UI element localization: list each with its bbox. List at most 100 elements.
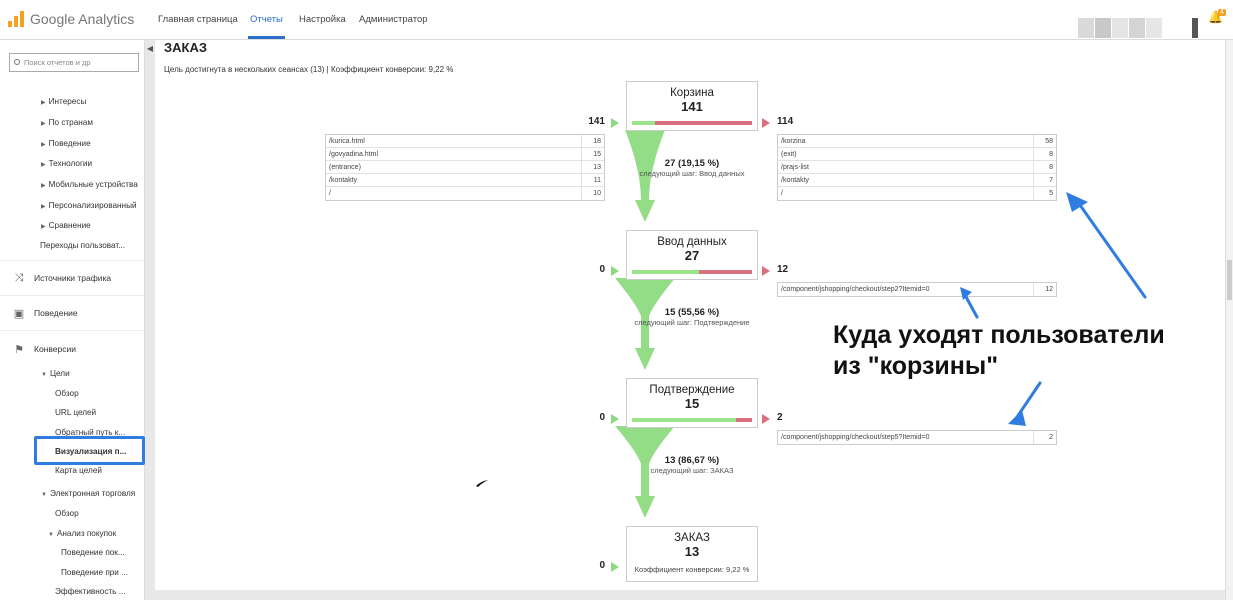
conversion-rate: Коэффициент конверсии: 9,22 % bbox=[634, 565, 750, 574]
table-row[interactable]: /prajs-list 8 bbox=[778, 161, 1056, 174]
table-row[interactable]: (exit) 8 bbox=[778, 148, 1056, 161]
sidebar: Поиск отчетов и др ▶ Интересы ▶ По странам… bbox=[0, 40, 145, 600]
funnel-step-order[interactable]: ЗАКАЗ 13 Коэффициент конверсии: 9,22 % bbox=[626, 526, 758, 582]
continue-bar bbox=[632, 270, 699, 274]
annotation-line-1: Куда уходят пользователи bbox=[833, 321, 1165, 349]
search-placeholder: Поиск отчетов и др bbox=[24, 58, 91, 67]
entrance-pages-table: /kurica.html 18 /govyadina.html 15 (entran… bbox=[325, 134, 605, 201]
divider bbox=[0, 295, 144, 296]
step-count: 15 bbox=[684, 396, 700, 411]
arrowhead-icon bbox=[1066, 192, 1088, 212]
vertical-scrollbar[interactable] bbox=[1225, 40, 1233, 600]
entrances-count: 0 bbox=[599, 412, 605, 423]
exit-pages-table: /component/jshopping/checkout/step5?Item… bbox=[777, 430, 1057, 445]
account-selector[interactable] bbox=[1078, 18, 1178, 38]
cursor-mark-icon bbox=[476, 480, 488, 487]
table-row[interactable]: /component/jshopping/checkout/step2?Item… bbox=[778, 283, 1056, 296]
arrow-to-step2-exits bbox=[963, 293, 979, 319]
step-progress-bar bbox=[632, 270, 752, 274]
entrance-arrow-icon bbox=[611, 118, 619, 128]
table-row[interactable]: /kontakty 11 bbox=[326, 174, 604, 187]
traffic-sources-icon: ⤨ bbox=[14, 271, 24, 284]
sidebar-section-behavior[interactable]: ▣ Поведение bbox=[13, 307, 78, 320]
continue-bar bbox=[632, 121, 655, 125]
nav-settings[interactable]: Настройка bbox=[299, 14, 346, 25]
nav-reports[interactable]: Отчеты bbox=[248, 14, 285, 39]
bell-icon[interactable]: 🔔 4 bbox=[1208, 9, 1226, 24]
exits-count: 2 bbox=[777, 412, 783, 423]
nav-admin[interactable]: Администратор bbox=[359, 14, 428, 25]
continue-bar bbox=[632, 418, 736, 422]
table-row[interactable]: /kurica.html 18 bbox=[326, 135, 604, 148]
sidebar-item-behavior[interactable]: ▶ Поведение bbox=[41, 139, 91, 148]
step-name: ЗАКАЗ bbox=[674, 532, 710, 544]
sidebar-item-ecommerce[interactable]: ▼ Электронная торговля bbox=[41, 489, 136, 498]
chevron-right-icon: ▶ bbox=[41, 183, 46, 189]
table-row[interactable]: /korzina 58 bbox=[778, 135, 1056, 148]
table-row[interactable]: /5 bbox=[778, 187, 1056, 200]
sidebar-item-checkout-behavior[interactable]: Поведение при ... bbox=[61, 568, 128, 577]
logo-text: Google Analytics bbox=[30, 11, 135, 27]
sidebar-item-performance[interactable]: Эффективность ... bbox=[55, 587, 126, 596]
sidebar-item-technology[interactable]: ▶ Технологии bbox=[41, 159, 93, 168]
sidebar-item-reverse-path[interactable]: Обратный путь к... bbox=[55, 428, 126, 437]
step-count: 13 bbox=[684, 544, 700, 559]
exit-arrow-icon bbox=[762, 266, 770, 276]
chevron-right-icon: ▶ bbox=[41, 100, 46, 106]
sidebar-item-goal-flow[interactable]: Карта целей bbox=[55, 466, 102, 475]
collapse-sidebar-icon[interactable]: ◀ bbox=[146, 44, 154, 53]
scrollbar-thumb[interactable] bbox=[1227, 260, 1232, 300]
exit-pages-table: /component/jshopping/checkout/step2?Item… bbox=[777, 282, 1057, 297]
search-icon bbox=[14, 59, 20, 65]
exits-count: 114 bbox=[777, 116, 794, 127]
search-input[interactable]: Поиск отчетов и др bbox=[9, 53, 139, 72]
sidebar-item-benchmarking[interactable]: ▶ Сравнение bbox=[41, 221, 91, 230]
analytics-logo-icon bbox=[8, 11, 26, 27]
sidebar-item-countries[interactable]: ▶ По странам bbox=[41, 118, 93, 127]
step-transition-3: 13 (86,67 %) следующий шаг: ЗАКАЗ bbox=[612, 455, 772, 475]
chevron-right-icon: ▶ bbox=[41, 142, 46, 148]
table-row[interactable]: /10 bbox=[326, 187, 604, 200]
funnel-connector-3 bbox=[615, 426, 675, 518]
transition-percent: 15 (55,56 %) bbox=[664, 307, 720, 318]
report-content: ЗАКАЗ Цель достигнута в нескольких сеанс… bbox=[155, 40, 1225, 590]
notification-badge: 4 bbox=[1218, 9, 1226, 16]
funnel-step-cart[interactable]: Корзина 141 bbox=[626, 81, 758, 131]
step-progress-bar bbox=[632, 121, 752, 125]
transition-percent: 27 (19,15 %) bbox=[664, 158, 720, 169]
sidebar-item-shopping-behavior[interactable]: Поведение пок... bbox=[61, 548, 125, 557]
sidebar-item-ecommerce-overview[interactable]: Обзор bbox=[55, 509, 79, 518]
funnel-step-data-entry[interactable]: Ввод данных 27 bbox=[626, 230, 758, 280]
google-analytics-logo[interactable]: Google Analytics bbox=[8, 11, 134, 27]
sidebar-item-goals[interactable]: ▼ Цели bbox=[41, 369, 70, 378]
funnel-step-confirmation[interactable]: Подтверждение 15 bbox=[626, 378, 758, 428]
step-name: Ввод данных bbox=[657, 236, 727, 248]
exit-arrow-icon bbox=[762, 414, 770, 424]
sidebar-item-goal-urls[interactable]: URL целей bbox=[55, 408, 97, 417]
chevron-down-icon: ▼ bbox=[41, 372, 47, 378]
sidebar-item-goals-overview[interactable]: Обзор bbox=[55, 389, 79, 398]
nav-home[interactable]: Главная страница bbox=[158, 14, 238, 25]
chevron-right-icon: ▶ bbox=[41, 224, 46, 230]
sidebar-section-conversions[interactable]: ⚑ Конверсии bbox=[12, 343, 76, 356]
sidebar-item-custom[interactable]: ▶ Персонализированный bbox=[41, 201, 137, 210]
entrance-arrow-icon bbox=[611, 414, 619, 424]
sidebar-item-users-flow[interactable]: Переходы пользоват... bbox=[40, 241, 126, 250]
sidebar-item-interests[interactable]: ▶ Интересы bbox=[41, 97, 87, 106]
entrances-count: 0 bbox=[599, 264, 605, 275]
table-row[interactable]: /component/jshopping/checkout/step5?Item… bbox=[778, 431, 1056, 444]
flag-icon: ⚑ bbox=[14, 343, 24, 356]
table-row[interactable]: /govyadina.html 15 bbox=[326, 148, 604, 161]
table-row[interactable]: /kontakty 7 bbox=[778, 174, 1056, 187]
menu-icon[interactable] bbox=[1192, 18, 1198, 38]
sidebar-item-shopping-analysis[interactable]: ▼ Анализ покупок bbox=[48, 529, 117, 538]
chevron-right-icon: ▶ bbox=[41, 204, 46, 210]
entrances-count: 0 bbox=[599, 560, 605, 571]
report-summary: Цель достигнута в нескольких сеансах (13… bbox=[164, 65, 454, 74]
step-transition-2: 15 (55,56 %) следующий шаг: Подтверждени… bbox=[612, 307, 772, 327]
entrances-count: 141 bbox=[588, 116, 605, 127]
sidebar-section-traffic[interactable]: ⤨ Источники трафика bbox=[12, 271, 112, 284]
table-row[interactable]: (entrance) 13 bbox=[326, 161, 604, 174]
sidebar-item-funnel-visualization[interactable]: Визуализация п... bbox=[55, 447, 127, 456]
sidebar-item-mobile[interactable]: ▶ Мобильные устройства bbox=[41, 180, 138, 189]
